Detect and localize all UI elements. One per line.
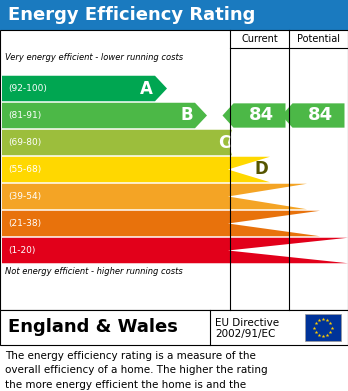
Text: Potential: Potential — [297, 34, 340, 44]
Polygon shape — [2, 103, 207, 128]
Text: Very energy efficient - lower running costs: Very energy efficient - lower running co… — [5, 54, 183, 63]
Polygon shape — [2, 130, 232, 155]
Bar — [305, 314, 341, 341]
Text: A: A — [140, 79, 153, 97]
Bar — [0, 30, 348, 310]
Text: E: E — [294, 188, 305, 206]
Bar — [0, 310, 348, 345]
Polygon shape — [2, 157, 270, 182]
Polygon shape — [282, 103, 345, 127]
Text: (81-91): (81-91) — [8, 111, 41, 120]
Bar — [0, 0, 348, 30]
Text: (21-38): (21-38) — [8, 219, 41, 228]
Text: G: G — [332, 242, 346, 260]
Polygon shape — [222, 103, 285, 127]
Text: EU Directive: EU Directive — [215, 319, 279, 328]
Text: England & Wales: England & Wales — [8, 319, 178, 337]
Text: B: B — [180, 106, 193, 124]
Polygon shape — [2, 211, 320, 236]
Text: 2002/91/EC: 2002/91/EC — [215, 328, 275, 339]
Text: D: D — [254, 160, 268, 179]
Text: (1-20): (1-20) — [8, 246, 35, 255]
Text: Energy Efficiency Rating: Energy Efficiency Rating — [8, 6, 255, 24]
Text: (69-80): (69-80) — [8, 138, 41, 147]
Text: F: F — [307, 215, 318, 233]
Text: 84: 84 — [249, 106, 274, 124]
Text: (55-68): (55-68) — [8, 165, 41, 174]
Polygon shape — [2, 238, 348, 263]
Text: (39-54): (39-54) — [8, 192, 41, 201]
Polygon shape — [2, 184, 307, 209]
Text: Not energy efficient - higher running costs: Not energy efficient - higher running co… — [5, 267, 183, 276]
Text: C: C — [218, 133, 230, 151]
Text: The energy efficiency rating is a measure of the
overall efficiency of a home. T: The energy efficiency rating is a measur… — [5, 351, 268, 391]
Text: 84: 84 — [308, 106, 333, 124]
Polygon shape — [2, 76, 167, 101]
Text: Current: Current — [241, 34, 278, 44]
Text: (92-100): (92-100) — [8, 84, 47, 93]
